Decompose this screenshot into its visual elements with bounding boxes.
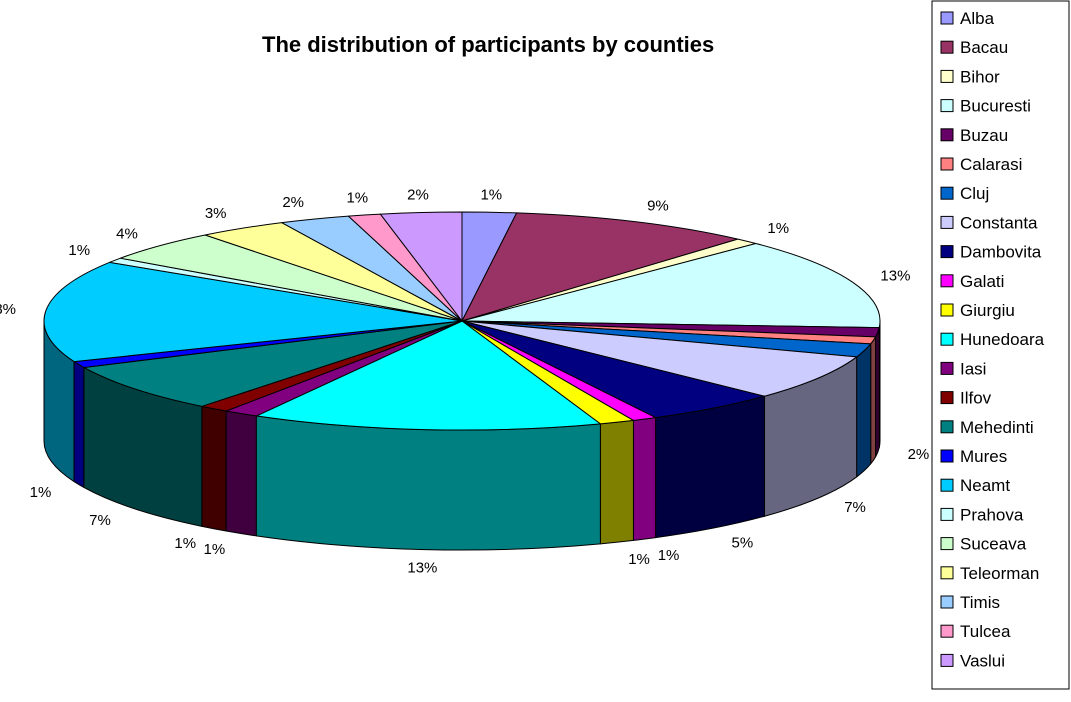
pct-label-hunedoara: 13% [407, 560, 437, 577]
slice-side-giurgiu [599, 419, 634, 545]
slice-side-iasi [225, 410, 257, 537]
legend-label-constanta: Constanta [960, 213, 1038, 232]
legend: Alba Bacau Bihor Bucuresti Buzau Calarasi Cluj… [931, 0, 1070, 690]
legend-label-timis: Timis [960, 593, 1000, 612]
legend-swatch-galati [940, 274, 954, 288]
pct-label-neamt: 8% [0, 301, 16, 318]
legend-label-mehedinti: Mehedinti [960, 418, 1034, 437]
legend-swatch-bihor [940, 69, 954, 83]
slice-bucuresti [461, 242, 881, 329]
pct-label-alba: 1% [480, 186, 502, 203]
legend-swatch-cluj [940, 186, 954, 200]
legend-swatch-hunedoara [940, 332, 954, 346]
legend-swatch-teleorman [940, 566, 954, 580]
legend-label-iasi: Iasi [960, 359, 986, 378]
legend-swatch-prahova [940, 507, 954, 521]
slice-side-ilfov [201, 405, 227, 532]
legend-label-dambovita: Dambovita [960, 243, 1042, 262]
pct-label-bacau: 9% [647, 197, 669, 214]
legend-label-calarasi: Calarasi [960, 155, 1022, 174]
legend-label-mures: Mures [960, 447, 1007, 466]
pct-label-buzau: 2% [908, 446, 930, 463]
pct-label-tulcea: 1% [346, 190, 368, 207]
pct-label-dambovita: 5% [732, 535, 754, 552]
legend-swatch-buzau [940, 128, 954, 142]
label-group: 1% 9% 1% 13% 2% 7% 5% 1% 1% 13% 1% 1% 7% 1% 8% 1% 4% 3% 2%… [0, 186, 929, 576]
legend-label-cluj: Cluj [960, 184, 989, 203]
slice-hunedoara [255, 320, 601, 431]
legend-swatch-giurgiu [940, 303, 954, 317]
pct-label-suceava: 4% [116, 225, 138, 242]
pct-label-mures: 1% [30, 484, 52, 501]
legend-swatch-suceava [940, 537, 954, 551]
pie-group [43, 211, 881, 551]
pct-label-iasi: 1% [204, 541, 226, 558]
pct-label-constanta: 7% [844, 499, 866, 516]
slice-side-mures [73, 361, 85, 488]
legend-label-buzau: Buzau [960, 126, 1008, 145]
legend-swatch-dambovita [940, 245, 954, 259]
slice-side-galati [632, 417, 657, 541]
legend-swatch-timis [940, 595, 954, 609]
slice-bacau [461, 212, 739, 322]
legend-label-tulcea: Tulcea [960, 622, 1011, 641]
legend-swatch-constanta [940, 215, 954, 229]
legend-label-galati: Galati [960, 272, 1004, 291]
slice-side-hunedoara [255, 415, 601, 551]
legend-label-ilfov: Ilfov [960, 389, 992, 408]
legend-swatch-calarasi [940, 157, 954, 171]
legend-swatch-ilfov [940, 391, 954, 405]
pct-label-bucuresti: 13% [880, 268, 910, 285]
legend-label-neamt: Neamt [960, 476, 1010, 495]
pct-label-mehedinti: 7% [89, 512, 111, 529]
legend-label-prahova: Prahova [960, 505, 1024, 524]
legend-swatch-bucuresti [940, 99, 954, 113]
pct-label-giurgiu: 1% [628, 551, 650, 568]
chart-title: The distribution of participants by coun… [262, 32, 714, 57]
legend-box [931, 0, 1070, 690]
pct-label-bihor: 1% [767, 220, 789, 237]
pct-label-vaslui: 2% [407, 187, 429, 204]
slice-side-buzau [875, 327, 880, 458]
legend-label-bihor: Bihor [960, 67, 1000, 86]
slice-constanta [461, 320, 858, 397]
legend-swatch-iasi [940, 361, 954, 375]
slice-dambovita [461, 320, 766, 419]
legend-swatch-tulcea [940, 624, 954, 638]
slice-vaslui [379, 211, 463, 322]
legend-label-vaslui: Vaslui [960, 651, 1005, 670]
legend-swatch-mures [940, 449, 954, 463]
legend-swatch-vaslui [940, 653, 954, 667]
legend-label-teleorman: Teleorman [960, 564, 1039, 583]
slice-side-calarasi [870, 336, 877, 465]
slice-side-dambovita [655, 395, 766, 539]
pct-label-ilfov: 1% [174, 535, 196, 552]
pct-label-timis: 2% [282, 194, 304, 211]
legend-label-bacau: Bacau [960, 38, 1008, 57]
legend-label-bucuresti: Bucuresti [960, 97, 1031, 116]
pct-label-teleorman: 3% [205, 205, 227, 222]
pct-label-galati: 1% [658, 547, 680, 564]
legend-swatch-mehedinti [940, 420, 954, 434]
pct-label-prahova: 1% [68, 242, 90, 259]
slice-side-cluj [856, 343, 872, 478]
legend-swatch-alba [940, 11, 954, 25]
slice-mehedinti [83, 320, 463, 407]
legend-swatch-bacau [940, 40, 954, 54]
legend-label-giurgiu: Giurgiu [960, 301, 1015, 320]
legend-label-hunedoara: Hunedoara [960, 330, 1045, 349]
legend-swatch-neamt [940, 478, 954, 492]
slice-neamt [43, 261, 463, 363]
legend-label-alba: Alba [960, 9, 995, 28]
legend-label-suceava: Suceava [960, 535, 1027, 554]
